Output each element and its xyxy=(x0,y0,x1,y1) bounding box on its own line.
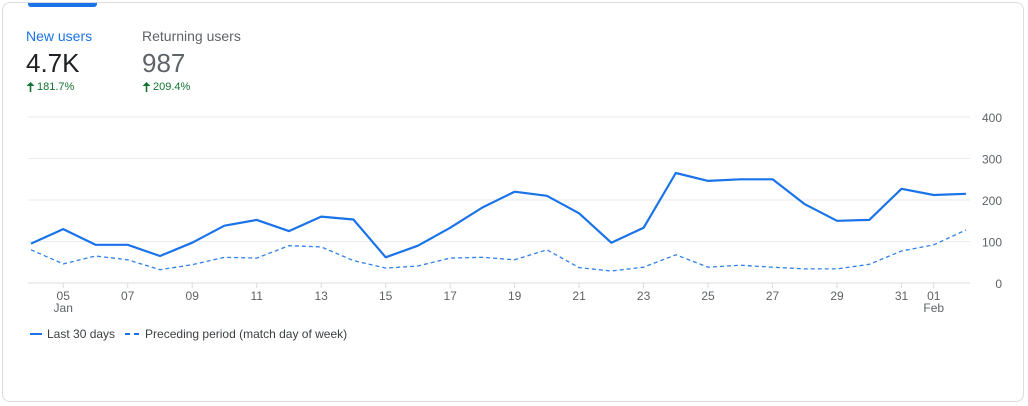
x-tick-label: 01 xyxy=(927,289,941,303)
y-tick-label: 100 xyxy=(982,236,1002,250)
arrow-up-icon xyxy=(26,82,35,92)
preceding-period-line xyxy=(30,229,967,272)
metric-delta: 209.4% xyxy=(142,81,241,93)
metric-label: Returning users xyxy=(142,28,241,44)
x-tick-month: Jan xyxy=(54,301,73,315)
active-tab-indicator xyxy=(28,3,97,7)
x-tick-label: 19 xyxy=(508,289,522,303)
x-tick-label: 25 xyxy=(701,289,715,303)
metric-label: New users xyxy=(26,28,93,44)
chart-legend: Last 30 days Preceding period (match day… xyxy=(30,327,357,341)
legend-item-current[interactable]: Last 30 days xyxy=(30,327,115,341)
delta-value: 209.4% xyxy=(153,81,191,93)
legend-label: Preceding period (match day of week) xyxy=(145,327,348,341)
x-tick-label: 05 xyxy=(57,289,71,303)
metric-delta: 181.7% xyxy=(26,81,92,93)
x-tick-label: 09 xyxy=(186,289,200,303)
x-tick-label: 31 xyxy=(895,289,909,303)
legend-label: Last 30 days xyxy=(47,327,116,341)
delta-value: 181.7% xyxy=(37,81,75,93)
x-tick-label: 13 xyxy=(314,289,328,303)
metric-returning-users[interactable]: Returning users 987 209.4% xyxy=(142,28,241,93)
x-tick-label: 11 xyxy=(250,289,263,303)
x-tick-label: 27 xyxy=(766,289,780,303)
x-tick-label: 17 xyxy=(443,289,457,303)
solid-line-swatch xyxy=(30,333,42,335)
y-tick-label: 400 xyxy=(982,111,1002,125)
last-30-days-line xyxy=(30,171,967,259)
y-tick-label: 300 xyxy=(982,153,1002,167)
x-tick-label: 07 xyxy=(121,289,135,303)
legend-item-previous[interactable]: Preceding period (match day of week) xyxy=(125,327,347,341)
x-tick-label: 15 xyxy=(379,289,393,303)
x-tick-month: Feb xyxy=(923,301,944,315)
chart-card xyxy=(2,2,1024,402)
x-tick-label: 29 xyxy=(830,289,844,303)
metric-new-users[interactable]: New users 4.7K 181.7% xyxy=(26,28,92,93)
metric-value: 987 xyxy=(142,48,186,78)
metric-value: 4.7K xyxy=(26,48,80,78)
dashed-line-swatch xyxy=(125,333,140,335)
x-tick-label: 21 xyxy=(572,289,586,303)
arrow-up-icon xyxy=(142,82,151,92)
x-tick-label: 23 xyxy=(637,289,651,303)
y-tick-label: 0 xyxy=(995,277,1002,291)
y-axis: 0 100 200 300 400 xyxy=(982,111,1002,291)
y-tick-label: 200 xyxy=(982,194,1002,208)
